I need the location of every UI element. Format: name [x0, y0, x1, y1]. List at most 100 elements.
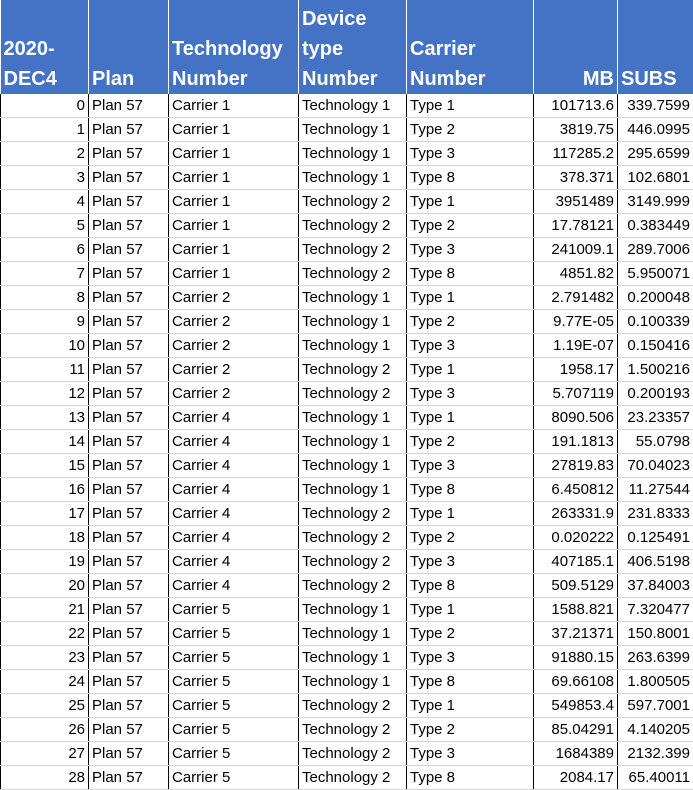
cell-mb[interactable]: 91880.15 [533, 645, 618, 670]
cell-plan[interactable]: Plan 57 [88, 333, 169, 358]
column-header-plan[interactable]: Plan [88, 0, 169, 94]
cell-carrier-number[interactable]: Type 1 [406, 189, 534, 214]
cell-device-type-number[interactable]: Technology 1 [298, 405, 407, 430]
cell-technology-number[interactable]: Carrier 1 [168, 141, 299, 166]
cell-mb[interactable]: 1588.821 [533, 597, 618, 622]
cell-carrier-number[interactable]: Type 1 [406, 94, 534, 118]
cell-device-type-number[interactable]: Technology 2 [298, 261, 407, 286]
cell-carrier-number[interactable]: Type 2 [406, 525, 534, 550]
cell-carrier-number[interactable]: Type 8 [406, 669, 534, 694]
cell-mb[interactable]: 0.020222 [533, 525, 618, 550]
cell-plan[interactable]: Plan 57 [88, 549, 169, 574]
cell-plan[interactable]: Plan 57 [88, 309, 169, 334]
cell-mb[interactable]: 1.19E-07 [533, 333, 618, 358]
cell-technology-number[interactable]: Carrier 5 [168, 693, 299, 718]
cell-index[interactable]: 15 [0, 453, 89, 478]
cell-subs[interactable]: 70.04023 [617, 453, 693, 478]
cell-subs[interactable]: 102.6801 [617, 165, 693, 190]
cell-index[interactable]: 6 [0, 237, 89, 262]
cell-technology-number[interactable]: Carrier 4 [168, 573, 299, 598]
cell-plan[interactable]: Plan 57 [88, 285, 169, 310]
cell-index[interactable]: 8 [0, 285, 89, 310]
cell-subs[interactable]: 446.0995 [617, 117, 693, 142]
cell-carrier-number[interactable]: Type 3 [406, 381, 534, 406]
cell-carrier-number[interactable]: Type 1 [406, 597, 534, 622]
cell-subs[interactable]: 0.200048 [617, 285, 693, 310]
cell-technology-number[interactable]: Carrier 4 [168, 501, 299, 526]
cell-device-type-number[interactable]: Technology 2 [298, 525, 407, 550]
cell-device-type-number[interactable]: Technology 2 [298, 381, 407, 406]
column-header-carrier-number[interactable]: Carrier Number [406, 0, 534, 94]
cell-technology-number[interactable]: Carrier 5 [168, 741, 299, 766]
cell-index[interactable]: 17 [0, 501, 89, 526]
cell-plan[interactable]: Plan 57 [88, 357, 169, 382]
cell-subs[interactable]: 263.6399 [617, 645, 693, 670]
cell-device-type-number[interactable]: Technology 2 [298, 213, 407, 238]
cell-index[interactable]: 27 [0, 741, 89, 766]
cell-mb[interactable]: 191.1813 [533, 429, 618, 454]
cell-technology-number[interactable]: Carrier 5 [168, 717, 299, 742]
cell-technology-number[interactable]: Carrier 5 [168, 765, 299, 790]
cell-technology-number[interactable]: Carrier 4 [168, 525, 299, 550]
cell-subs[interactable]: 295.6599 [617, 141, 693, 166]
cell-subs[interactable]: 65.40011 [617, 765, 693, 790]
cell-carrier-number[interactable]: Type 3 [406, 453, 534, 478]
cell-carrier-number[interactable]: Type 1 [406, 357, 534, 382]
cell-carrier-number[interactable]: Type 1 [406, 693, 534, 718]
cell-device-type-number[interactable]: Technology 1 [298, 453, 407, 478]
cell-carrier-number[interactable]: Type 2 [406, 717, 534, 742]
cell-mb[interactable]: 2084.17 [533, 765, 618, 790]
cell-carrier-number[interactable]: Type 2 [406, 429, 534, 454]
cell-index[interactable]: 7 [0, 261, 89, 286]
cell-mb[interactable]: 1684389 [533, 741, 618, 766]
cell-index[interactable]: 28 [0, 765, 89, 790]
cell-technology-number[interactable]: Carrier 1 [168, 237, 299, 262]
cell-device-type-number[interactable]: Technology 1 [298, 309, 407, 334]
cell-index[interactable]: 12 [0, 381, 89, 406]
cell-device-type-number[interactable]: Technology 1 [298, 621, 407, 646]
cell-subs[interactable]: 2132.399 [617, 741, 693, 766]
cell-plan[interactable]: Plan 57 [88, 477, 169, 502]
cell-subs[interactable]: 406.5198 [617, 549, 693, 574]
cell-mb[interactable]: 69.66108 [533, 669, 618, 694]
cell-plan[interactable]: Plan 57 [88, 621, 169, 646]
cell-device-type-number[interactable]: Technology 2 [298, 357, 407, 382]
cell-plan[interactable]: Plan 57 [88, 597, 169, 622]
cell-mb[interactable]: 1958.17 [533, 357, 618, 382]
cell-index[interactable]: 3 [0, 165, 89, 190]
cell-index[interactable]: 5 [0, 213, 89, 238]
cell-device-type-number[interactable]: Technology 1 [298, 285, 407, 310]
cell-technology-number[interactable]: Carrier 1 [168, 213, 299, 238]
cell-plan[interactable]: Plan 57 [88, 189, 169, 214]
cell-carrier-number[interactable]: Type 3 [406, 741, 534, 766]
cell-carrier-number[interactable]: Type 2 [406, 309, 534, 334]
cell-index[interactable]: 25 [0, 693, 89, 718]
cell-carrier-number[interactable]: Type 2 [406, 621, 534, 646]
cell-mb[interactable]: 17.78121 [533, 213, 618, 238]
column-header-technology-number[interactable]: Technology Number [168, 0, 299, 94]
cell-plan[interactable]: Plan 57 [88, 645, 169, 670]
cell-index[interactable]: 26 [0, 717, 89, 742]
cell-mb[interactable]: 3951489 [533, 189, 618, 214]
cell-mb[interactable]: 549853.4 [533, 693, 618, 718]
cell-subs[interactable]: 1.500216 [617, 357, 693, 382]
cell-device-type-number[interactable]: Technology 1 [298, 94, 407, 118]
cell-mb[interactable]: 101713.6 [533, 94, 618, 118]
cell-subs[interactable]: 231.8333 [617, 501, 693, 526]
cell-carrier-number[interactable]: Type 3 [406, 141, 534, 166]
cell-index[interactable]: 22 [0, 621, 89, 646]
cell-index[interactable]: 21 [0, 597, 89, 622]
cell-technology-number[interactable]: Carrier 2 [168, 333, 299, 358]
cell-plan[interactable]: Plan 57 [88, 237, 169, 262]
cell-subs[interactable]: 150.8001 [617, 621, 693, 646]
cell-device-type-number[interactable]: Technology 1 [298, 165, 407, 190]
cell-plan[interactable]: Plan 57 [88, 717, 169, 742]
column-header-date[interactable]: 2020-DEC4 [0, 0, 89, 94]
cell-technology-number[interactable]: Carrier 1 [168, 189, 299, 214]
cell-index[interactable]: 19 [0, 549, 89, 574]
cell-device-type-number[interactable]: Technology 2 [298, 237, 407, 262]
cell-plan[interactable]: Plan 57 [88, 117, 169, 142]
column-header-mb[interactable]: MB [533, 0, 618, 94]
cell-device-type-number[interactable]: Technology 2 [298, 573, 407, 598]
cell-plan[interactable]: Plan 57 [88, 261, 169, 286]
